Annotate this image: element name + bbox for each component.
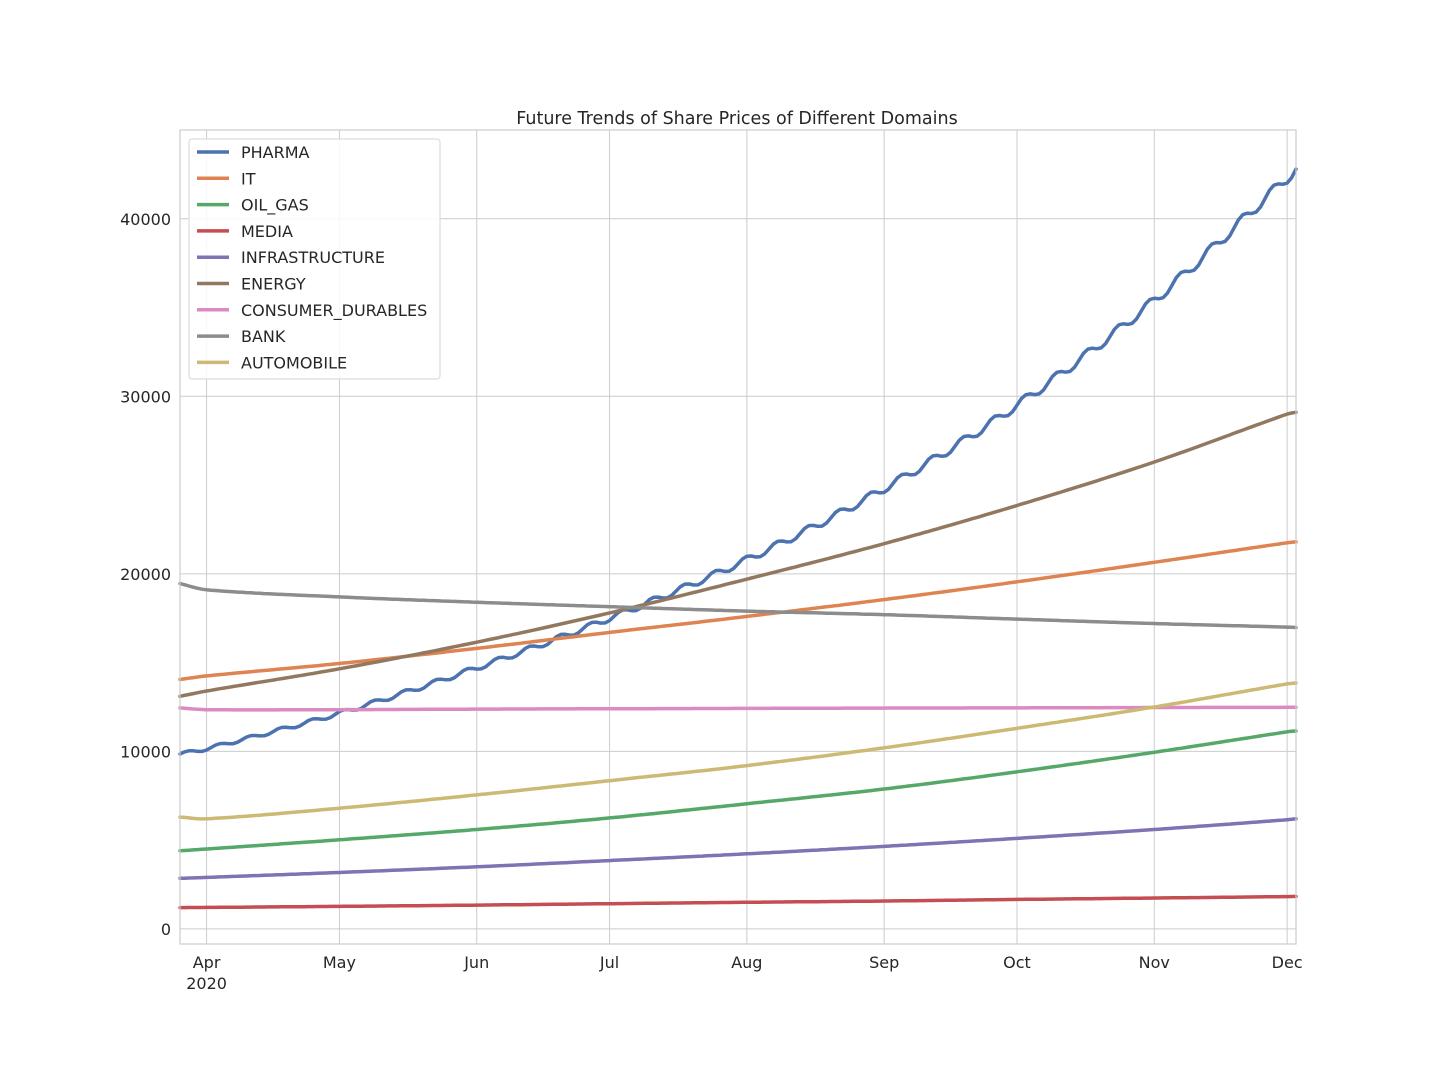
- x-tick-label: Jun: [463, 953, 489, 972]
- series-line-energy: [178, 410, 1298, 699]
- y-tick-label: 10000: [120, 742, 171, 761]
- grid-lines: [180, 130, 1296, 944]
- legend: PHARMA IT OIL_GAS MEDIA INFRASTRUCTURE ENERGY…: [188, 138, 441, 380]
- legend-label: BANK: [241, 327, 286, 346]
- x-tick-label: May: [323, 953, 356, 972]
- legend-label: OIL_GAS: [241, 196, 309, 216]
- series-line-consumer-durables: [178, 705, 1298, 712]
- axes-border: [179, 129, 1297, 945]
- legend-label: ENERGY: [241, 275, 306, 294]
- legend-label: IT: [241, 169, 256, 188]
- series-line-infrastructure: [178, 817, 1298, 881]
- y-tick-label: 30000: [120, 387, 171, 406]
- x-tick-label: Oct: [1003, 953, 1031, 972]
- y-tick-label: 40000: [120, 210, 171, 229]
- x-tick-sublabel: 2020: [186, 974, 227, 993]
- series-line-it: [178, 540, 1298, 682]
- x-tick-label: Apr: [193, 953, 221, 972]
- legend-box: [188, 138, 441, 380]
- legend-label: PHARMA: [241, 143, 310, 162]
- x-axis-ticks: Apr 2020 May Jun Jul Aug Sep Oct Nov Dec: [186, 953, 1302, 993]
- x-tick-label: Aug: [731, 953, 762, 972]
- legend-label: CONSUMER_DURABLES: [241, 301, 427, 321]
- series-line-pharma: [178, 167, 1298, 756]
- series-line-oil-gas: [178, 729, 1298, 853]
- legend-label: AUTOMOBILE: [241, 353, 347, 372]
- x-tick-label: Jul: [599, 953, 619, 972]
- series-line-bank: [178, 581, 1298, 630]
- series-line-automobile: [178, 681, 1298, 821]
- x-tick-label: Nov: [1139, 953, 1170, 972]
- series-lines: [178, 167, 1298, 910]
- x-tick-label: Dec: [1272, 953, 1303, 972]
- y-tick-label: 20000: [120, 565, 171, 584]
- series-line-media: [178, 894, 1298, 910]
- legend-label: MEDIA: [241, 222, 293, 241]
- y-axis-ticks: 0 10000 20000 30000 40000: [120, 210, 171, 939]
- legend-label: INFRASTRUCTURE: [241, 248, 385, 267]
- x-tick-label: Sep: [869, 953, 899, 972]
- axes-frame: [179, 129, 1297, 945]
- chart-title: Future Trends of Share Prices of Differe…: [516, 109, 957, 129]
- y-tick-label: 0: [161, 920, 171, 939]
